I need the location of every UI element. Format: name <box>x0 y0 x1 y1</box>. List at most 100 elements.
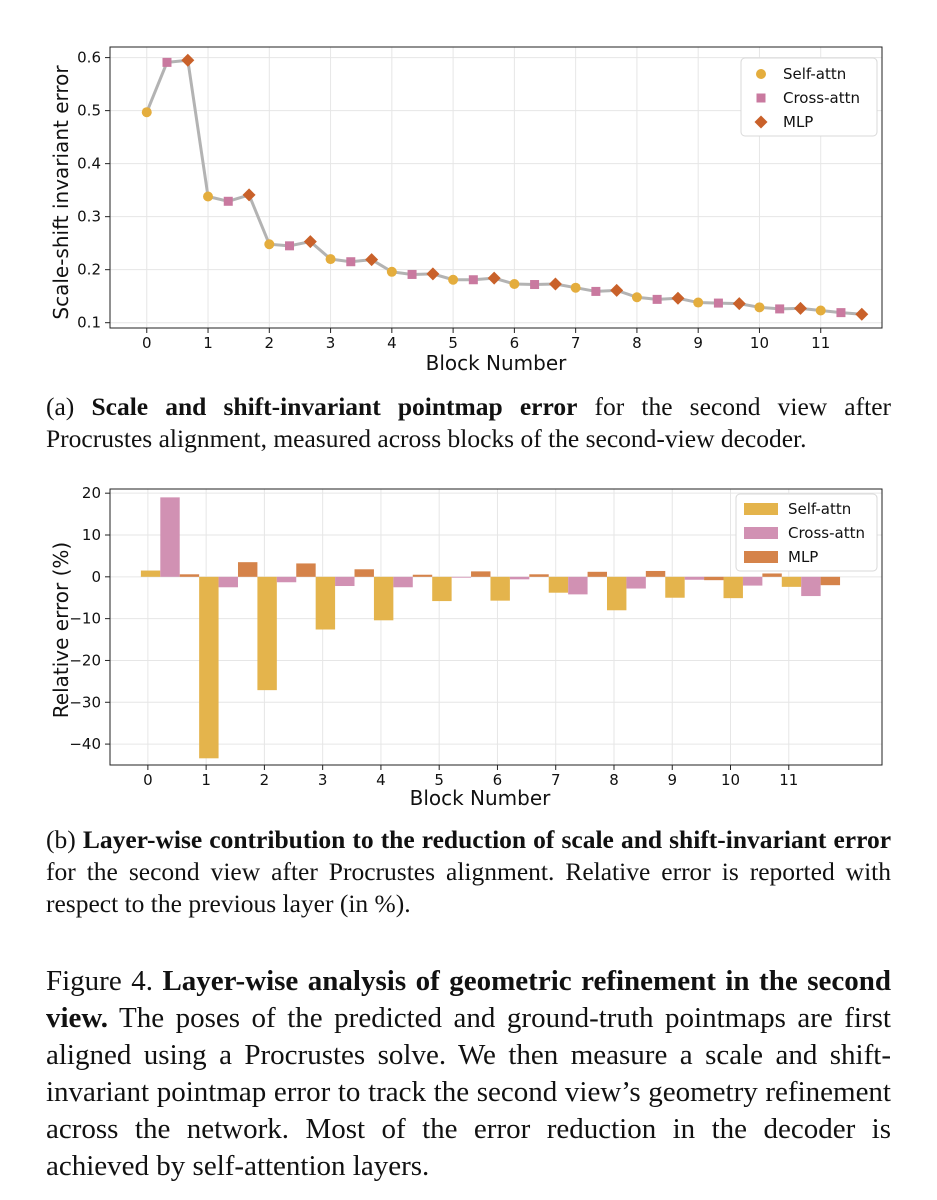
y-tick-label: 0.3 <box>77 208 101 226</box>
data-point <box>836 308 846 318</box>
bar-self-attn <box>315 576 336 630</box>
chart-b-bar-plot: 0 1 2 3 4 5 6 7 8 9 10 11 20 10 0 −10 −20 −30 −40 Block Num… <box>49 484 883 810</box>
plot-area <box>109 46 883 329</box>
legend-label: MLP <box>783 113 813 131</box>
chart-a-line-plot: 0 1 2 3 4 5 6 7 8 9 10 11 0.1 0.2 0.3 0.4 0.5 0.6 Block Nu… <box>49 46 883 375</box>
x-tick-label: 3 <box>326 334 336 352</box>
plot-area <box>109 488 883 766</box>
x-tick-label: 1 <box>201 771 211 789</box>
data-point <box>713 298 723 308</box>
legend-swatch <box>744 503 778 515</box>
y-tick-label: −20 <box>69 651 101 669</box>
bar-mlp <box>587 571 607 577</box>
data-point <box>162 57 172 67</box>
data-point <box>242 188 256 202</box>
y-tick-label: −10 <box>69 610 101 628</box>
bar-cross-attn <box>626 576 646 589</box>
data-point <box>570 282 581 293</box>
bar-mlp <box>237 562 258 577</box>
bar-cross-attn <box>684 576 705 580</box>
bar-self-attn <box>606 576 627 611</box>
legend <box>740 57 878 137</box>
x-tick-label: 10 <box>750 334 769 352</box>
bar-mlp <box>471 571 491 577</box>
legend-marker <box>756 93 766 103</box>
data-point <box>487 271 501 285</box>
caption-a-bold: Scale and shift-invariant pointmap error <box>91 392 578 421</box>
bar-mlp <box>762 573 782 577</box>
data-point <box>548 277 562 291</box>
data-point <box>346 257 356 267</box>
data-point <box>732 297 746 311</box>
data-point <box>794 301 808 315</box>
caption-a-text: for the second view after Procrustes ali… <box>46 392 892 453</box>
x-axis-label: Block Number <box>426 351 568 375</box>
data-point <box>386 266 397 277</box>
x-tick-label: 1 <box>203 334 213 352</box>
figure-caption-label: Figure 4. <box>46 965 163 997</box>
bar-mlp <box>412 574 433 577</box>
caption-b-text: for the second view after Procrustes ali… <box>46 857 891 918</box>
bar-cross-attn <box>218 576 238 588</box>
data-point <box>530 280 540 290</box>
bar-self-attn <box>199 576 219 759</box>
bar-cross-attn <box>335 576 355 587</box>
data-point <box>591 286 601 296</box>
caption-b: (b) Layer-wise contribution to the reduc… <box>46 824 891 920</box>
y-tick-label: 0.6 <box>77 49 101 67</box>
x-tick-label: 0 <box>143 771 153 789</box>
legend-label: MLP <box>788 548 818 566</box>
legend-marker <box>754 115 768 129</box>
data-point <box>652 294 662 304</box>
legend-swatch <box>744 527 778 539</box>
bar-mlp <box>296 563 316 577</box>
bar-cross-attn <box>160 497 180 577</box>
y-tick-label: 20 <box>82 484 101 502</box>
x-tick-label: 5 <box>448 334 458 352</box>
x-tick-label: 8 <box>632 334 642 352</box>
data-point <box>365 253 379 267</box>
x-tick-label: 4 <box>376 771 386 789</box>
data-point <box>141 107 152 118</box>
data-point <box>468 275 478 285</box>
bar-cross-attn <box>801 576 821 597</box>
x-tick-label: 0 <box>142 334 152 352</box>
x-tick-label: 9 <box>693 334 703 352</box>
legend-label: Cross-attn <box>788 524 865 542</box>
x-tick-label: 2 <box>260 771 270 789</box>
x-tick-label: 7 <box>571 334 581 352</box>
bar-self-attn <box>257 576 277 691</box>
data-point <box>610 283 624 297</box>
y-tick-label: 10 <box>82 526 101 544</box>
legend-label: Cross-attn <box>783 89 860 107</box>
figure-caption: Figure 4. Layer-wise analysis of geometr… <box>46 963 891 1185</box>
legend-marker <box>756 69 766 79</box>
data-point <box>203 191 214 202</box>
y-tick-label: −40 <box>69 735 101 753</box>
bar-self-attn <box>548 576 569 593</box>
bar-self-attn <box>432 576 452 602</box>
data-point <box>815 305 826 316</box>
legend-label: Self-attn <box>788 500 851 518</box>
y-tick-label: 0.1 <box>77 314 101 332</box>
figure-caption-text: The poses of the predicted and ground-tr… <box>46 1002 891 1182</box>
x-tick-label: 3 <box>318 771 328 789</box>
caption-b-label: (b) <box>46 825 83 854</box>
x-tick-label: 9 <box>667 771 677 789</box>
data-point <box>671 291 685 305</box>
legend-swatch <box>744 551 778 563</box>
x-tick-label: 5 <box>434 771 444 789</box>
bar-mlp <box>354 569 374 577</box>
bar-cross-attn <box>742 576 763 586</box>
y-axis-label: Scale-shift invariant error <box>49 65 73 320</box>
data-point <box>693 297 704 308</box>
x-tick-label: 8 <box>609 771 619 789</box>
x-tick-label: 10 <box>721 771 740 789</box>
caption-a: (a) Scale and shift-invariant pointmap e… <box>46 391 891 455</box>
bar-mlp <box>529 574 549 577</box>
y-tick-label: −30 <box>69 693 101 711</box>
data-point <box>855 307 869 321</box>
x-tick-label: 11 <box>779 771 798 789</box>
x-tick-label: 6 <box>510 334 520 352</box>
caption-a-label: (a) <box>46 392 92 421</box>
